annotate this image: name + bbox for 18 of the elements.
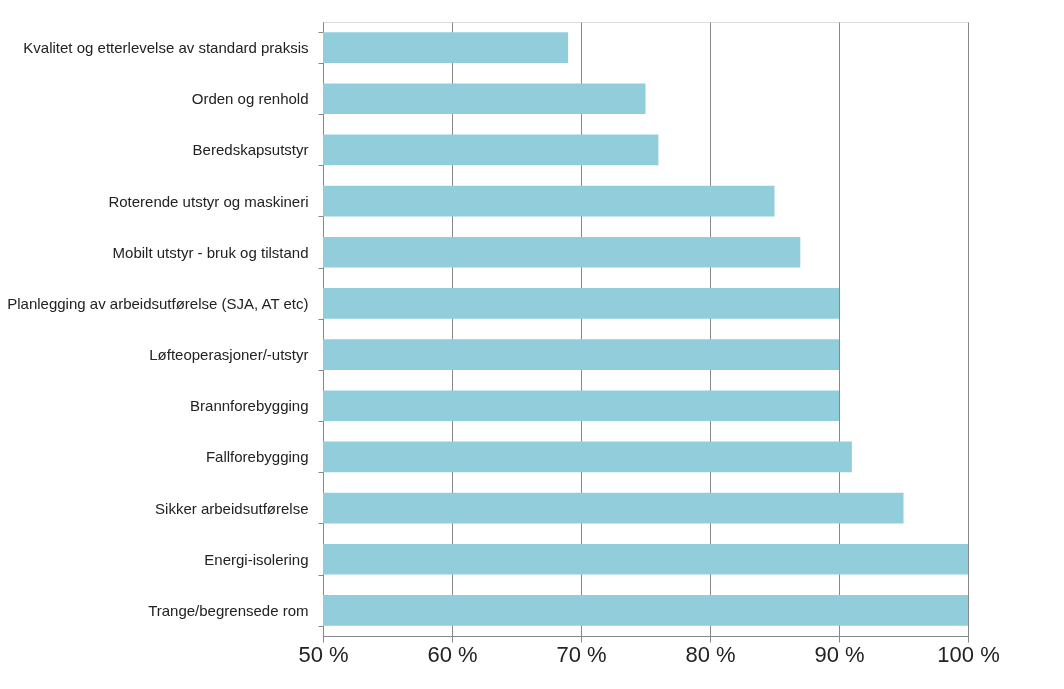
y-tick-label: Brannforebygging	[190, 397, 309, 415]
y-tick-label: Energi-isolering	[204, 550, 309, 568]
y-tick-label: Beredskapsutstyr	[192, 141, 309, 159]
y-tick-label: Planlegging av arbeidsutførelse (SJA, AT etc)	[7, 294, 309, 312]
y-tick-label: Trange/begrensede rom	[148, 601, 309, 619]
y-tick-label: Mobilt utstyr - bruk og tilstand	[112, 243, 309, 261]
y-tick-label: Roterende utstyr og maskineri	[108, 192, 309, 210]
x-tick-label: 100 %	[937, 641, 1000, 667]
x-tick-label: 50 %	[298, 641, 349, 667]
y-tick-label: Orden og renhold	[191, 90, 309, 108]
x-tick-label: 60 %	[427, 641, 478, 667]
y-tick-label: Kvalitet og etterlevelse av standard praksis	[23, 39, 309, 57]
x-tick-label: 80 %	[685, 641, 736, 667]
x-tick-label: 90 %	[814, 641, 865, 667]
x-tick-label: 70 %	[556, 641, 607, 667]
y-tick-label: Fallforebygging	[205, 448, 309, 466]
y-tick-label: Sikker arbeidsutførelse	[155, 499, 309, 517]
y-tick-label: Løfteoperasjoner/-utstyr	[149, 346, 309, 364]
